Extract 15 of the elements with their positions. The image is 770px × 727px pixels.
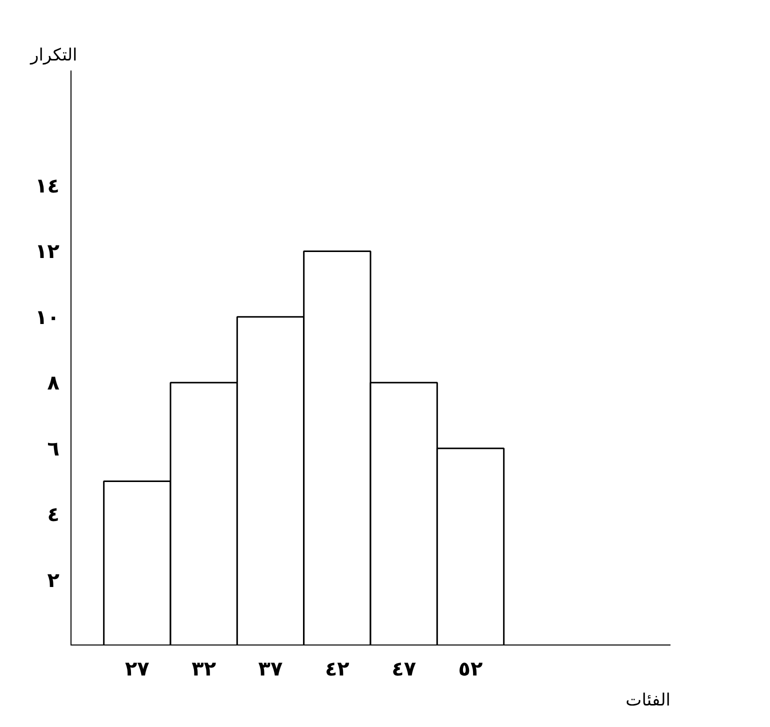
y-tick-label: ١٢ <box>35 239 60 264</box>
y-tick-label: ٦ <box>47 436 60 460</box>
x-tick-label: ٤٧ <box>392 656 416 680</box>
x-tick-label: ٣٧ <box>258 656 283 680</box>
x-tick-label: ٥٢ <box>458 656 483 680</box>
y-tick-label: ١٠ <box>35 304 60 329</box>
y-tick-label: ٤ <box>47 502 60 526</box>
x-tick-label: ٤٢ <box>324 656 350 680</box>
y-tick-label: ١٤ <box>35 174 60 198</box>
x-tick-label: ٢٧ <box>124 656 150 680</box>
y-tick-label: ٢ <box>47 568 60 592</box>
y-axis-title: التكرار <box>30 46 78 66</box>
x-tick-label: ٣٢ <box>192 656 216 680</box>
x-axis-title: الفئات <box>626 690 671 710</box>
y-tick-label: ٨ <box>47 370 60 395</box>
